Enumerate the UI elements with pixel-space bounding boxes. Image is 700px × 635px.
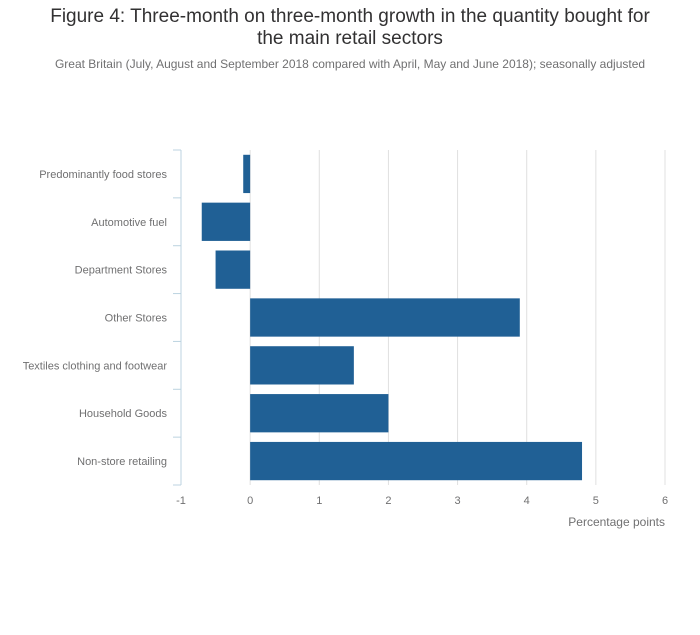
bar [201,202,251,241]
bar [250,394,389,433]
bar [250,298,520,337]
category-label: Non-store retailing [77,456,167,468]
x-tick-label: 0 [247,495,253,507]
chart-subtitle: Great Britain (July, August and Septembe… [54,57,646,71]
bar [215,250,251,289]
category-label: Other Stores [105,313,168,325]
bar [243,154,251,194]
x-tick-label: 4 [524,495,530,507]
category-label: Textiles clothing and footwear [23,360,168,372]
x-tick-label: 6 [662,495,668,507]
category-labels: Predominantly food stores Automotive fuel… [23,169,168,468]
chart-title-line-2: the main retail sectors [257,28,443,49]
category-label: Department Stores [75,265,168,277]
chart-title-line-1: Figure 4: Three-month on three-month gro… [50,6,650,27]
bar [250,441,583,481]
x-tick-label: 1 [316,495,322,507]
x-axis-ticks: -1 0 1 2 3 4 5 6 [176,495,668,507]
category-label: Predominantly food stores [39,169,167,181]
x-tick-label: 2 [385,495,391,507]
x-axis-title: Percentage points [568,515,665,529]
chart-title: Figure 4: Three-month on three-month gro… [0,6,700,50]
bars [201,154,583,481]
bar [250,346,354,385]
category-label: Household Goods [79,408,168,420]
category-axis [173,149,182,486]
x-tick-label: 5 [593,495,599,507]
x-tick-label: 3 [455,495,461,507]
x-tick-label: -1 [176,495,186,507]
category-label: Automotive fuel [91,217,167,229]
